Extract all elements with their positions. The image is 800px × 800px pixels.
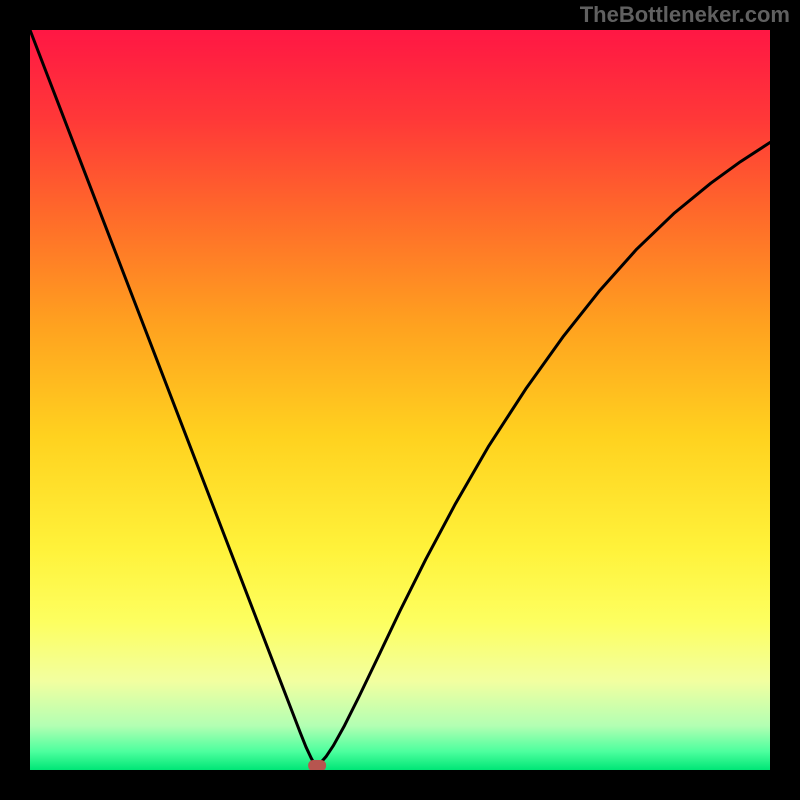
watermark-text: TheBottleneker.com (580, 2, 790, 28)
minimum-marker (308, 760, 326, 770)
bottleneck-curve-chart (30, 30, 770, 770)
gradient-background (30, 30, 770, 770)
chart-frame: TheBottleneker.com (0, 0, 800, 800)
plot-area (30, 30, 770, 770)
